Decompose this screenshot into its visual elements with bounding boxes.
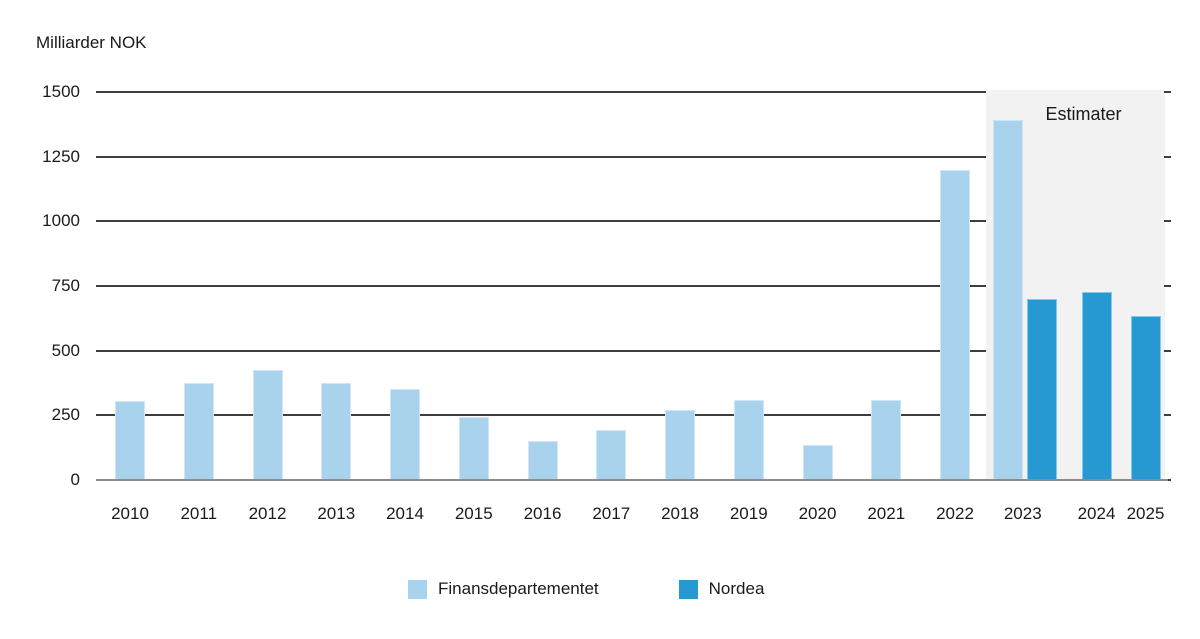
x-axis-label-2019: 2019 bbox=[729, 504, 768, 523]
legend-label-finansdepartementet: Finansdepartementet bbox=[438, 579, 599, 598]
x-axis-label-2013: 2013 bbox=[317, 504, 356, 523]
bar-finansdepartementet-2021 bbox=[871, 399, 902, 480]
x-axis-label-2022: 2022 bbox=[936, 504, 974, 523]
x-axis-label-2010: 2010 bbox=[111, 504, 149, 523]
gridline-1250 bbox=[96, 155, 986, 158]
x-axis-label-2024: 2024 bbox=[1077, 504, 1116, 523]
x-axis-label-2023: 2023 bbox=[1003, 504, 1042, 523]
y-axis-label-0: 0 bbox=[70, 470, 80, 489]
y-axis-label-1500: 1500 bbox=[42, 81, 80, 101]
bar-finansdepartementet-2022 bbox=[940, 169, 970, 480]
legend-label-nordea: Nordea bbox=[708, 579, 765, 598]
bar-finansdepartementet-2020 bbox=[802, 445, 833, 480]
legend-swatch-finansdepartementet-icon bbox=[408, 579, 427, 599]
chart-title: Milliarder NOK bbox=[36, 33, 147, 52]
gridline-1500 bbox=[96, 90, 986, 93]
x-axis-label-2012: 2012 bbox=[248, 504, 287, 523]
bar-finansdepartementet-2019 bbox=[733, 399, 764, 480]
bar-finansdepartementet-2018 bbox=[665, 410, 695, 480]
y-tick-stub-1500 bbox=[1164, 90, 1171, 93]
legend: Finansdepartementet Nordea bbox=[408, 579, 764, 599]
bar-finansdepartementet-2010 bbox=[115, 401, 145, 480]
x-axis-label-2021: 2021 bbox=[867, 504, 906, 523]
x-axis-label-2020: 2020 bbox=[798, 504, 837, 523]
gridline-750 bbox=[96, 284, 986, 287]
x-axis-label-2015: 2015 bbox=[454, 504, 493, 523]
x-axis-baseline bbox=[96, 479, 1168, 481]
y-tick-stub-500 bbox=[1164, 349, 1171, 352]
legend-swatch-nordea-icon bbox=[678, 579, 698, 599]
y-axis-label-250: 250 bbox=[51, 405, 80, 425]
x-axis-label-2011: 2011 bbox=[180, 504, 218, 523]
x-axis-label-2018: 2018 bbox=[661, 504, 699, 523]
bar-finansdepartementet-2011 bbox=[183, 382, 214, 480]
y-axis-label-1250: 1250 bbox=[42, 146, 80, 166]
y-tick-stub-750 bbox=[1164, 284, 1171, 287]
bar-finansdepartementet-2017 bbox=[596, 429, 627, 480]
legend-item-nordea: Nordea bbox=[678, 579, 765, 599]
bar-nordea-2025 bbox=[1130, 315, 1161, 480]
gridline-1000 bbox=[96, 220, 986, 223]
estimate-label: Estimater bbox=[1045, 104, 1122, 124]
y-tick-stub-1250 bbox=[1164, 155, 1171, 158]
y-axis-label-750: 750 bbox=[51, 275, 80, 295]
y-axis-label-1000: 1000 bbox=[42, 211, 80, 231]
x-axis-label-2025: 2025 bbox=[1126, 504, 1165, 523]
legend-item-finansdepartementet: Finansdepartementet bbox=[408, 579, 599, 599]
bar-finansdepartementet-2023 bbox=[993, 120, 1023, 480]
bar-finansdepartementet-2014 bbox=[390, 389, 420, 480]
x-axis-label-2016: 2016 bbox=[523, 504, 562, 523]
x-axis-label-2017: 2017 bbox=[592, 504, 631, 523]
gridline-500 bbox=[96, 349, 986, 352]
bar-finansdepartementet-2013 bbox=[321, 382, 352, 480]
gridline-250 bbox=[96, 414, 986, 417]
y-axis-label-500: 500 bbox=[51, 340, 80, 360]
bar-nordea-2024 bbox=[1081, 292, 1112, 480]
bar-nordea-2023 bbox=[1026, 298, 1057, 480]
y-tick-stub-250 bbox=[1164, 414, 1171, 417]
y-tick-stub-1000 bbox=[1164, 220, 1171, 223]
bar-finansdepartementet-2012 bbox=[252, 370, 283, 480]
x-axis-label-2014: 2014 bbox=[386, 504, 424, 523]
bar-finansdepartementet-2015 bbox=[458, 416, 489, 480]
bar-finansdepartementet-2016 bbox=[527, 441, 558, 480]
